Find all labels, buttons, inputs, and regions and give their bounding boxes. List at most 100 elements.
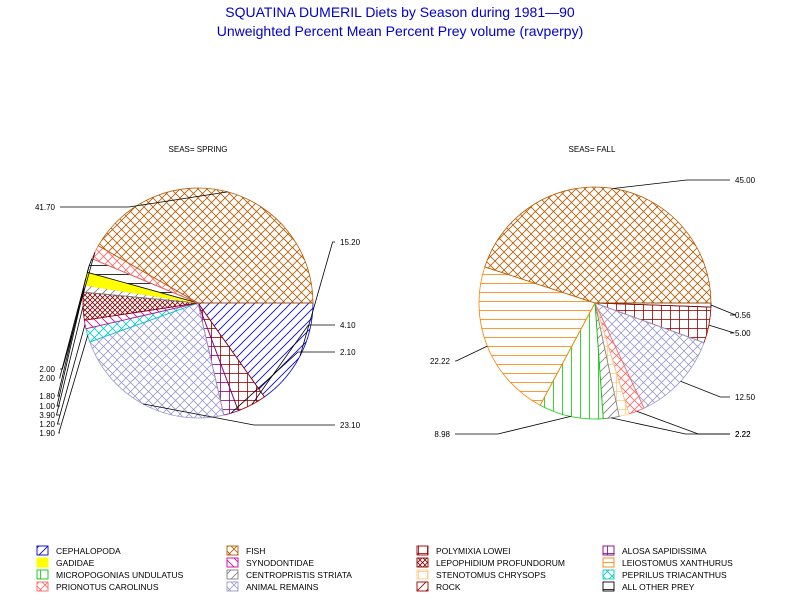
pie-title-spring: SEAS= SPRING <box>169 145 228 154</box>
pie-spring-slice-fish <box>97 187 314 304</box>
pie-spring-value-label-all-other-prey: 2.00 <box>39 374 55 383</box>
pie-fall-leader-prionotus-carolinus <box>636 410 730 435</box>
pie-spring-value-label-centropristis-striata: 1.00 <box>39 402 55 411</box>
pie-fall-value-label-polymixia-lowei: 5.00 <box>735 329 751 338</box>
legend-item-animal-remains: ANIMAL REMAINS <box>226 581 319 592</box>
legend-item-stenotomus-chrysops: STENOTOMUS CHRYSOPS <box>416 569 546 580</box>
pie-spring-value-label-cephalopoda: 15.20 <box>340 238 361 247</box>
legend-item-gadidae: GADIDAE <box>36 557 95 568</box>
pie-spring-value-label-fish: 41.70 <box>35 203 56 212</box>
legend-label-rock: ROCK <box>436 582 461 592</box>
legend-label-leiostomus-xanthurus: LEIOSTOMUS XANTHURUS <box>622 558 733 568</box>
pie-spring-leader-all-other-prey <box>59 265 90 379</box>
pie-spring-leader-polymixia-lowei <box>251 324 335 405</box>
pie-fall-leader-leiostomus-xanthurus <box>455 345 488 362</box>
legend-item-all-other-prey: ALL OTHER PREY <box>602 581 695 592</box>
legend-label-synodontidae: SYNODONTIDAE <box>246 558 314 568</box>
legend-swatch-gadidae <box>36 557 49 568</box>
legend-swatch-animal-remains <box>226 581 239 592</box>
pie-fall-slice-fish <box>484 186 712 304</box>
pie-spring-value-label-prionotus-carolinus: 2.00 <box>39 365 55 374</box>
legend-item-centropristis-striata: CENTROPRISTIS STRIATA <box>226 569 352 580</box>
pie-fall-value-label-fish: 45.00 <box>735 176 756 185</box>
pie-spring-value-label-peprilus-triacanthus: 1.90 <box>39 429 55 438</box>
pie-fall-leader-animal-remains <box>680 380 730 398</box>
legend-label-micropogonias-undulatus: MICROPOGONIAS UNDULATUS <box>56 570 184 580</box>
legend-item-synodontidae: SYNODONTIDAE <box>226 557 314 568</box>
pie-spring-leader-animal-remains <box>142 403 335 426</box>
legend-swatch-peprilus-triacanthus <box>602 569 615 580</box>
pies-group: 15.20 4.10 2.10 23.10 1.901.203.901.001.80 2.… <box>35 176 756 439</box>
legend-item-rock: ROCK <box>416 581 461 592</box>
pie-spring-value-label-synodontidae: 1.20 <box>39 420 55 429</box>
legend-label-lepophidium-profundorum: LEPOPHIDIUM PROFUNDORUM <box>436 558 565 568</box>
pie-fall-leader-fish <box>613 179 730 189</box>
pie-fall-slice-animal-remains <box>594 302 705 409</box>
legend-swatch-lepophidium-profundorum <box>416 557 429 568</box>
pie-spring-value-label-polymixia-lowei: 4.10 <box>340 321 356 330</box>
pie-fall-leader-all-other-prey <box>710 304 736 316</box>
pie-spring-leader-peprilus-triacanthus <box>58 335 89 434</box>
pie-spring: 15.20 4.10 2.10 23.10 1.901.203.901.001.80 2.… <box>35 187 361 438</box>
pie-spring-leader-prionotus-carolinus <box>60 251 96 370</box>
pie-spring-leader-lepophidium-profundorum <box>55 306 84 416</box>
legend-label-prionotus-carolinus: PRIONOTUS CAROLINUS <box>56 582 159 592</box>
pie-fall-value-label-all-other-prey: 0.56 <box>735 311 751 320</box>
pie-fall-leader-micropogonias-undulatus <box>455 416 571 435</box>
legend-label-all-other-prey: ALL OTHER PREY <box>622 582 695 592</box>
legend-label-cephalopoda: CEPHALOPODA <box>56 546 121 556</box>
pie-fall-slice-leiostomus-xanthurus <box>478 266 596 406</box>
legend-item-fish: FISH <box>226 545 265 556</box>
legend: CEPHALOPODA FISH POLYMIXIA LOWEI ALOSA SAPI… <box>36 545 733 592</box>
legend-label-alosa-sapidissima: ALOSA SAPIDISSIMA <box>622 546 707 556</box>
chart-title: SQUATINA DUMERIL Diets by Season during … <box>225 4 575 20</box>
pie-spring-leader-cephalopoda <box>299 241 335 357</box>
pie-spring-leader-alosa-sapidissima <box>230 351 335 414</box>
legend-swatch-leiostomus-xanthurus <box>602 557 615 568</box>
legend-item-polymixia-lowei: POLYMIXIA LOWEI <box>416 545 510 556</box>
pie-fall-value-label-centropristis-striata: 2.22 <box>735 430 751 439</box>
legend-item-peprilus-triacanthus: PEPRILUS TRIACANTHUS <box>602 569 727 580</box>
legend-label-fish: FISH <box>246 546 265 556</box>
pie-fall-value-label-leiostomus-xanthurus: 22.22 <box>430 357 451 366</box>
pie-fall-leader-polymixia-lowei <box>708 324 735 334</box>
legend-label-peprilus-triacanthus: PEPRILUS TRIACANTHUS <box>622 570 727 580</box>
legend-label-centropristis-striata: CENTROPRISTIS STRIATA <box>246 570 352 580</box>
legend-item-micropogonias-undulatus: MICROPOGONIAS UNDULATUS <box>36 569 184 580</box>
legend-swatch-prionotus-carolinus <box>36 581 49 592</box>
legend-item-prionotus-carolinus: PRIONOTUS CAROLINUS <box>36 581 159 592</box>
legend-swatch-alosa-sapidissima <box>602 545 615 556</box>
legend-label-animal-remains: ANIMAL REMAINS <box>246 582 319 592</box>
pie-spring-leader-fish <box>60 191 228 208</box>
legend-label-gadidae: GADIDAE <box>56 558 95 568</box>
pie-fall-leader-centropristis-striata <box>611 417 730 435</box>
pie-fall-value-label-prionotus-carolinus: 2.22 <box>735 430 751 439</box>
pie-fall-value-label-micropogonias-undulatus: 8.98 <box>434 430 450 439</box>
legend-swatch-stenotomus-chrysops <box>416 569 429 580</box>
legend-swatch-polymixia-lowei <box>416 545 429 556</box>
pie-fall-value-label-animal-remains: 12.50 <box>735 393 756 402</box>
pie-spring-leader-centropristis-striata <box>56 288 85 407</box>
pie-spring-value-label-animal-remains: 23.10 <box>340 421 361 430</box>
legend-swatch-cephalopoda <box>36 545 49 556</box>
legend-swatch-fish <box>226 545 239 556</box>
legend-swatch-synodontidae <box>226 557 239 568</box>
legend-item-lepophidium-profundorum: LEPOPHIDIUM PROFUNDORUM <box>416 557 565 568</box>
legend-item-cephalopoda: CEPHALOPODA <box>36 545 121 556</box>
chart-subtitle: Unweighted Percent Mean Percent Prey vol… <box>217 23 584 39</box>
pie-spring-value-label-lepophidium-profundorum: 3.90 <box>39 411 55 420</box>
legend-swatch-centropristis-striata <box>226 569 239 580</box>
pie-title-fall: SEAS= FALL <box>569 145 616 154</box>
legend-label-polymixia-lowei: POLYMIXIA LOWEI <box>436 546 510 556</box>
pie-spring-leader-synodontidae <box>56 324 86 425</box>
pie-spring-value-label-alosa-sapidissima: 2.10 <box>340 348 356 357</box>
legend-item-alosa-sapidissima: ALOSA SAPIDISSIMA <box>602 545 707 556</box>
legend-swatch-all-other-prey <box>602 581 615 592</box>
pie-spring-value-label-gadidae: 1.80 <box>39 392 55 401</box>
legend-label-stenotomus-chrysops: STENOTOMUS CHRYSOPS <box>436 570 546 580</box>
legend-swatch-rock <box>416 581 429 592</box>
legend-swatch-micropogonias-undulatus <box>36 569 49 580</box>
legend-item-leiostomus-xanthurus: LEIOSTOMUS XANTHURUS <box>602 557 733 568</box>
